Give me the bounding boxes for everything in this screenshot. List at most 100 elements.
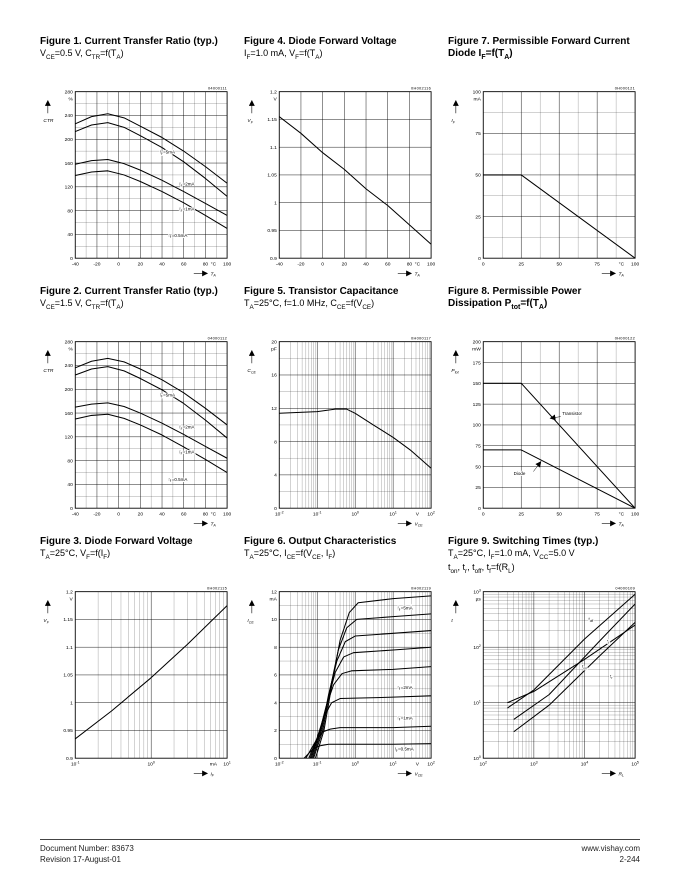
series-Diode <box>483 449 636 508</box>
svg-text:40: 40 <box>363 262 369 268</box>
svg-text:4: 4 <box>274 472 277 478</box>
svg-text:-40: -40 <box>72 511 79 517</box>
svg-text:IF=2mA: IF=2mA <box>397 684 412 690</box>
chart-id: 04000111 <box>208 86 227 91</box>
series-IF=2mA <box>308 694 432 758</box>
grid <box>482 590 636 759</box>
svg-text:10-2: 10-2 <box>275 760 284 767</box>
svg-text:60: 60 <box>385 262 391 268</box>
series-Transistor <box>483 382 636 508</box>
axis-labels: 0 2 4 6 8 10 12 10-2 10-1 100 101 102 mA V 0H002119 ICE… <box>247 585 434 777</box>
svg-text:0: 0 <box>274 755 277 761</box>
svg-text:TA: TA <box>414 271 420 277</box>
svg-text:102: 102 <box>427 760 434 767</box>
svg-text:1.2: 1.2 <box>270 89 277 95</box>
chart-id: 0H000117 <box>411 335 431 340</box>
svg-text:IF=5mA: IF=5mA <box>397 605 412 611</box>
figure-5: Figure 5. Transistor Capacitance TA=25°C… <box>244 286 436 530</box>
grid <box>278 91 432 259</box>
svg-text:10: 10 <box>271 617 277 623</box>
series-IF=1mA <box>305 725 432 758</box>
figure-1-chart: 0 40 80 120 160 200 240 280 -40 -20 0 20 40 60 80 100% °… <box>40 76 232 280</box>
series-labels: toff tf ton tr <box>581 615 614 680</box>
chart-svg-figure-8: 0 25 50 75 100 125 150 175 200 0 25 50 75 100 mW °C 0H00… <box>451 335 639 527</box>
svg-text:CTR: CTR <box>43 368 53 374</box>
svg-text:ICE: ICE <box>247 618 254 624</box>
series-IF=0.5mA <box>75 413 228 473</box>
svg-text:VCE: VCE <box>414 521 423 527</box>
svg-text:0: 0 <box>482 262 485 268</box>
figure-6-chart: 0 2 4 6 8 10 12 10-2 10-1 100 101 102 mA V 0H002119 ICE… <box>244 576 436 780</box>
series-IF=0.5mA <box>75 170 228 229</box>
svg-text:75: 75 <box>475 443 481 449</box>
series-ton <box>507 624 636 703</box>
axis-labels: 0 40 80 120 160 200 240 280 -40 -20 0 20 40 60 80 100% °… <box>43 86 231 278</box>
svg-text:102: 102 <box>473 644 480 651</box>
svg-text:0.95: 0.95 <box>63 728 73 734</box>
svg-text:mA: mA <box>210 761 218 767</box>
svg-text:60: 60 <box>181 511 187 517</box>
svg-text:125: 125 <box>473 402 481 408</box>
svg-text:50: 50 <box>475 464 481 470</box>
figure-2: Figure 2. Current Transfer Ratio (typ.) … <box>40 286 232 530</box>
document-number: Document Number: 83673 <box>40 843 134 853</box>
svg-text:1.1: 1.1 <box>270 145 277 151</box>
chart-id: 0H000121 <box>615 86 635 91</box>
svg-text:IF=2mA: IF=2mA <box>179 424 194 430</box>
svg-text:VF: VF <box>43 618 49 624</box>
svg-text:0.9: 0.9 <box>270 256 277 262</box>
figure-6-title-block: Figure 6. Output Characteristics TA=25°C… <box>244 536 436 576</box>
svg-text:0: 0 <box>478 256 481 262</box>
series-IF=4.5mA <box>313 612 432 758</box>
series-VF <box>75 604 228 739</box>
svg-text:104: 104 <box>581 760 588 767</box>
svg-text:CCE: CCE <box>247 368 256 374</box>
svg-text:1.2: 1.2 <box>66 589 73 595</box>
svg-text:20: 20 <box>342 262 348 268</box>
series-toff <box>507 593 636 708</box>
svg-text:160: 160 <box>65 161 73 167</box>
svg-text:2: 2 <box>274 728 277 734</box>
svg-text:°C: °C <box>415 262 421 268</box>
svg-text:75: 75 <box>475 131 481 137</box>
svg-text:TA: TA <box>618 271 624 277</box>
svg-text:°C: °C <box>619 511 625 517</box>
svg-text:100: 100 <box>473 89 481 95</box>
svg-text:°C: °C <box>211 511 217 517</box>
svg-text:-20: -20 <box>93 262 100 268</box>
figure-7-chart: 0 25 50 75 100 0 25 50 75 100 mA °C 0H000121 IF TA <box>448 76 640 280</box>
svg-text:0: 0 <box>478 506 481 512</box>
series-group <box>279 116 432 245</box>
svg-text:V: V <box>416 511 420 517</box>
svg-text:80: 80 <box>67 208 73 214</box>
website-link[interactable]: www.vishay.com <box>581 843 640 853</box>
figure-5-chart: 0 4 8 12 16 20 10-2 10-1 100 101 102 pF V 0H000117 CCE… <box>244 326 436 530</box>
svg-text:-40: -40 <box>72 262 79 268</box>
series-CCE <box>279 408 432 469</box>
figure-9-title: Figure 9. Switching Times (typ.) <box>448 535 599 547</box>
figure-6: Figure 6. Output Characteristics TA=25°C… <box>244 536 436 780</box>
figure-5-title-block: Figure 5. Transistor Capacitance TA=25°C… <box>244 286 436 326</box>
chart-id: 0H000122 <box>615 335 635 340</box>
figure-7-title: Figure 7. Permissible Forward Current <box>448 36 630 47</box>
svg-text:IF=5mA: IF=5mA <box>160 392 175 398</box>
axis-labels: 0 4 8 12 16 20 10-2 10-1 100 101 102 pF V 0H000117 CCE… <box>247 335 434 527</box>
svg-text:-20: -20 <box>297 262 304 268</box>
svg-text:280: 280 <box>65 339 73 345</box>
svg-text:160: 160 <box>65 411 73 417</box>
series-tf <box>513 603 636 720</box>
svg-text:100: 100 <box>223 262 231 268</box>
series-group <box>507 593 636 732</box>
figure-4-subtitle: IF=1.0 mA, VF=f(TA) <box>244 48 323 61</box>
svg-text:TA: TA <box>618 521 624 527</box>
series-IF=5mA <box>75 113 228 184</box>
svg-text:40: 40 <box>159 262 165 268</box>
svg-text:1: 1 <box>274 200 277 206</box>
svg-text:t: t <box>451 618 453 624</box>
svg-text:IF=0.5mA: IF=0.5mA <box>169 477 188 483</box>
svg-text:pF: pF <box>271 346 277 352</box>
series-IF=1mA <box>75 402 228 459</box>
svg-text:80: 80 <box>67 458 73 464</box>
